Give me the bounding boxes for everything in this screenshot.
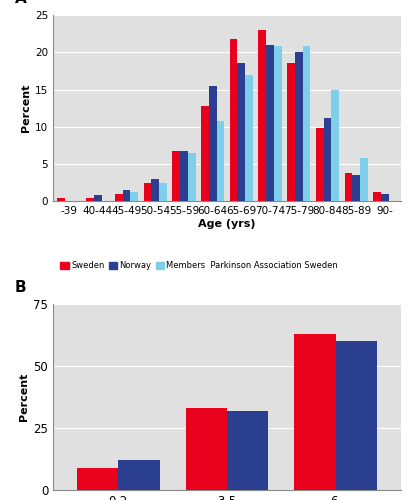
Bar [295, 52, 303, 202]
Bar [209, 86, 216, 202]
Bar [180, 150, 188, 202]
Bar [266, 45, 274, 202]
Bar [230, 39, 238, 202]
Bar [353, 175, 360, 202]
Bar [258, 30, 266, 202]
Bar [373, 192, 381, 202]
Bar [118, 460, 160, 490]
Bar [188, 153, 196, 202]
Bar [303, 46, 310, 202]
Y-axis label: Percent: Percent [19, 372, 29, 421]
Bar [238, 64, 245, 202]
Bar [57, 198, 65, 202]
Bar [144, 184, 151, 202]
Bar [130, 192, 138, 202]
Bar [216, 121, 224, 202]
Bar [245, 74, 253, 202]
Bar [94, 196, 101, 202]
Bar [324, 118, 331, 202]
Bar [360, 158, 368, 202]
Bar [345, 173, 353, 202]
Bar [294, 334, 336, 490]
Bar [151, 179, 159, 202]
Bar [316, 128, 324, 202]
X-axis label: Age (yrs): Age (yrs) [198, 219, 256, 229]
Bar [123, 190, 130, 202]
Bar [201, 106, 209, 202]
Bar [331, 90, 339, 202]
Text: B: B [15, 280, 27, 294]
Legend: Sweden, Norway, Members  Parkinson Association Sweden: Sweden, Norway, Members Parkinson Associ… [57, 258, 342, 274]
Bar [336, 341, 377, 490]
Bar [186, 408, 227, 490]
Bar [274, 46, 282, 202]
Bar [381, 194, 389, 202]
Bar [77, 468, 118, 490]
Y-axis label: Percent: Percent [21, 84, 31, 132]
Text: A: A [15, 0, 27, 6]
Bar [227, 410, 268, 490]
Bar [287, 62, 295, 202]
Bar [115, 194, 123, 202]
Bar [172, 150, 180, 202]
Bar [159, 182, 167, 202]
Bar [86, 198, 94, 202]
